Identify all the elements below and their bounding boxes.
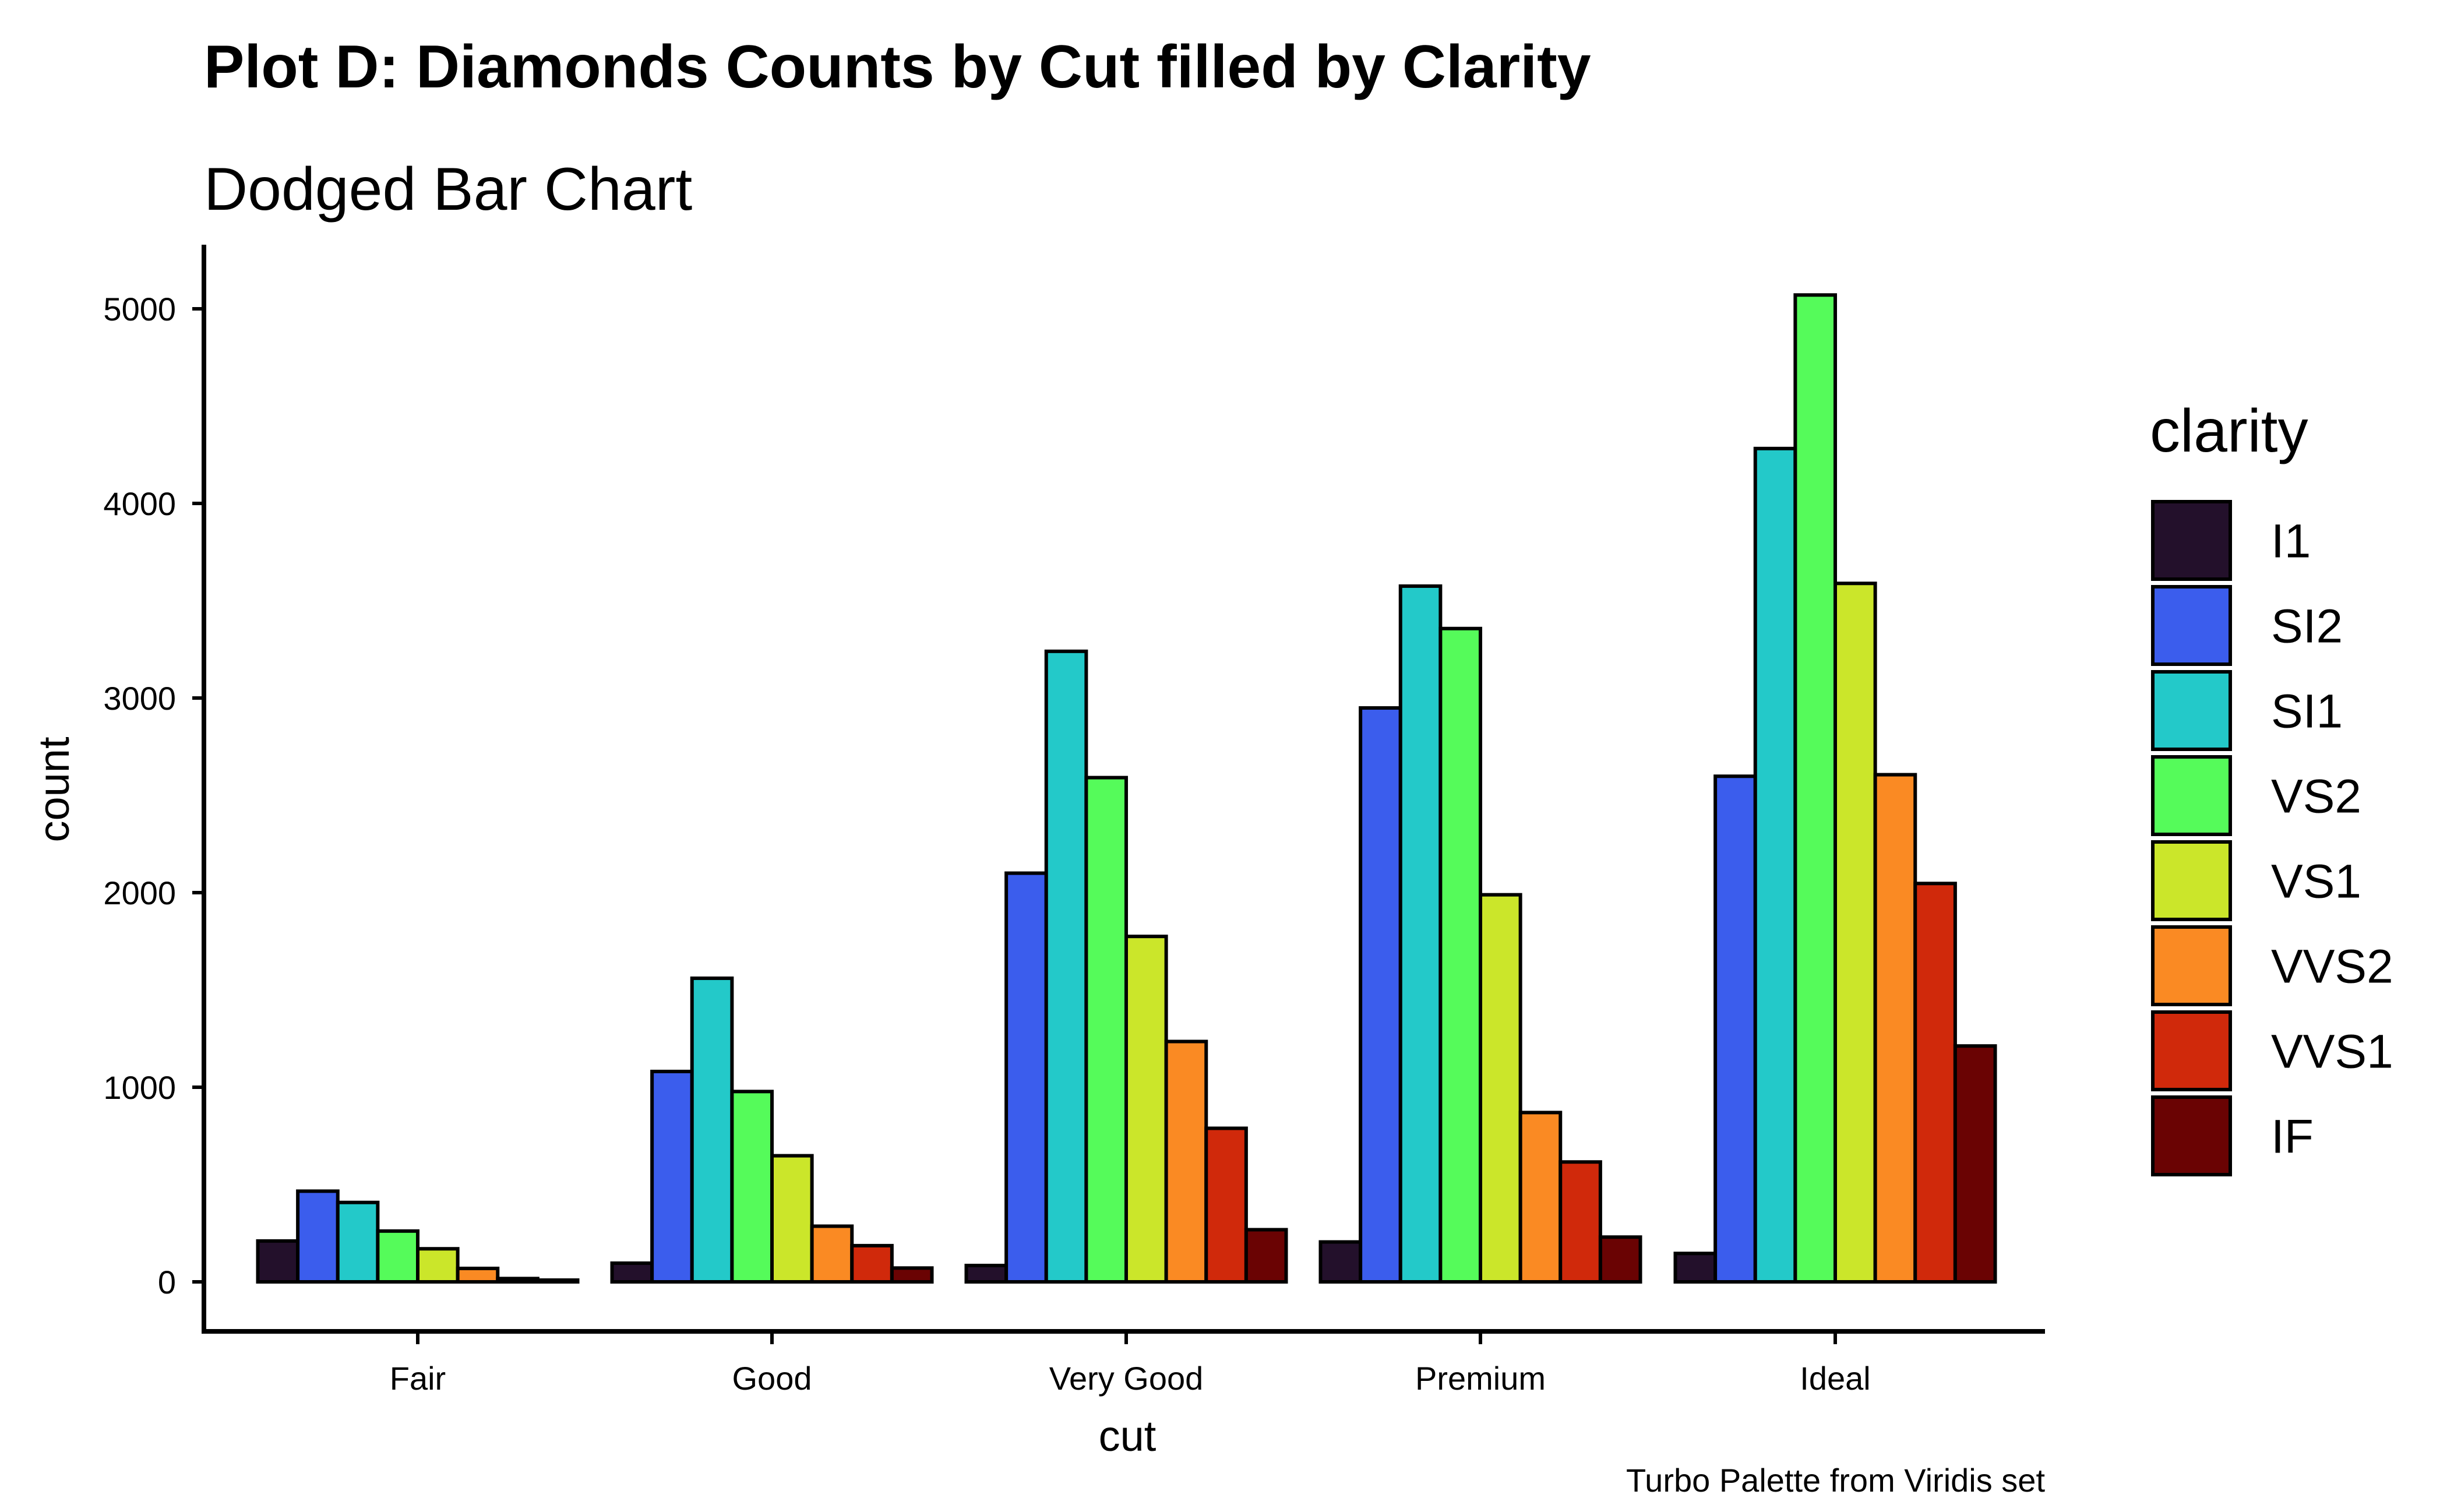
legend-label: SI1 [2271,685,2343,738]
bar-fair-vvs1 [496,1277,540,1284]
legend-title: clarity [2150,397,2308,465]
legend-label: VS2 [2271,770,2361,823]
bar-premium-vs1 [1479,893,1522,1284]
legend-key-si2 [2151,585,2232,666]
x-tick-label: Fair [390,1360,446,1397]
bar-ideal-si1 [1753,446,1797,1284]
y-tick-label: 4000 [103,485,176,522]
bar-very-good-vvs2 [1164,1039,1208,1284]
bar-fair-if [535,1278,580,1284]
bar-fair-si1 [336,1200,380,1284]
legend-key-vvs2 [2151,925,2232,1006]
bar-good-si1 [690,976,734,1284]
bar-ideal-vs1 [1834,581,1877,1284]
bar-very-good-i1 [964,1263,1009,1284]
bar-premium-si1 [1398,584,1443,1284]
x-axis-title: cut [1099,1412,1156,1460]
bar-premium-vs2 [1438,626,1483,1284]
x-tick-label: Ideal [1800,1360,1870,1397]
bars-layer [256,293,1997,1284]
y-ticks: 0 1000 2000 3000 4000 5000 [103,291,204,1300]
bar-ideal-vs2 [1793,293,1838,1284]
bar-ideal-i1 [1673,1252,1718,1284]
bar-good-if [890,1266,934,1284]
y-tick-label: 5000 [103,291,176,327]
legend-label: SI2 [2271,600,2343,653]
bar-ideal-if [1953,1044,1997,1284]
bar-good-vs2 [730,1090,774,1284]
bar-very-good-si2 [1004,871,1048,1284]
legend-key-i1 [2151,500,2232,581]
x-tick-label: Very Good [1049,1360,1204,1397]
legend-key-if [2151,1095,2232,1176]
chart-caption: Turbo Palette from Viridis set [1626,1462,2045,1499]
y-tick-label: 2000 [103,875,176,911]
bar-very-good-vvs1 [1204,1126,1248,1284]
bar-ideal-si2 [1713,774,1757,1284]
chart-title: Plot D: Diamonds Counts by Cut filled by… [204,33,1591,101]
x-tick-label: Good [732,1360,812,1397]
x-tick-label: Premium [1415,1360,1546,1397]
y-tick-label: 3000 [103,680,176,717]
bar-fair-i1 [256,1239,300,1284]
bar-good-vs1 [770,1154,814,1284]
legend-label: I1 [2271,515,2311,568]
legend-key-vvs1 [2151,1010,2232,1091]
bar-premium-si2 [1359,706,1402,1284]
bar-premium-vvs1 [1559,1160,1602,1284]
bar-very-good-si1 [1044,649,1088,1284]
bar-ideal-vvs1 [1913,882,1957,1284]
y-axis-title: count [30,736,78,842]
bar-premium-if [1598,1235,1642,1284]
bar-good-vvs2 [810,1224,854,1284]
bar-very-good-vs2 [1084,776,1129,1284]
y-tick-label: 0 [158,1264,176,1300]
chart-subtitle: Dodged Bar Chart [204,156,692,223]
bar-ideal-vvs2 [1873,773,1917,1284]
legend-label: VVS1 [2271,1025,2393,1079]
bar-fair-vvs2 [456,1266,500,1284]
bar-good-vvs1 [850,1243,894,1284]
bar-fair-vs2 [376,1229,420,1284]
bar-premium-vvs2 [1518,1111,1563,1284]
bar-very-good-vs1 [1124,935,1168,1284]
legend-key-vs2 [2151,755,2232,836]
bar-good-i1 [610,1261,654,1284]
y-tick-label: 1000 [103,1069,176,1106]
legend: clarity I1 SI2 SI1 VS2 VS1 VVS2 VVS1 IF [2150,397,2393,1176]
legend-label: IF [2271,1111,2314,1164]
legend-key-vs1 [2151,840,2232,921]
bar-good-si2 [650,1069,694,1284]
bar-very-good-if [1244,1228,1288,1284]
x-ticks: Fair Good Very Good Premium Ideal [390,1331,1871,1397]
legend-label: VS1 [2271,855,2361,908]
legend-key-si1 [2151,670,2232,751]
bar-fair-si2 [296,1189,340,1284]
bar-fair-vs1 [416,1247,460,1284]
legend-label: VVS2 [2271,940,2393,993]
bar-premium-i1 [1318,1240,1363,1284]
